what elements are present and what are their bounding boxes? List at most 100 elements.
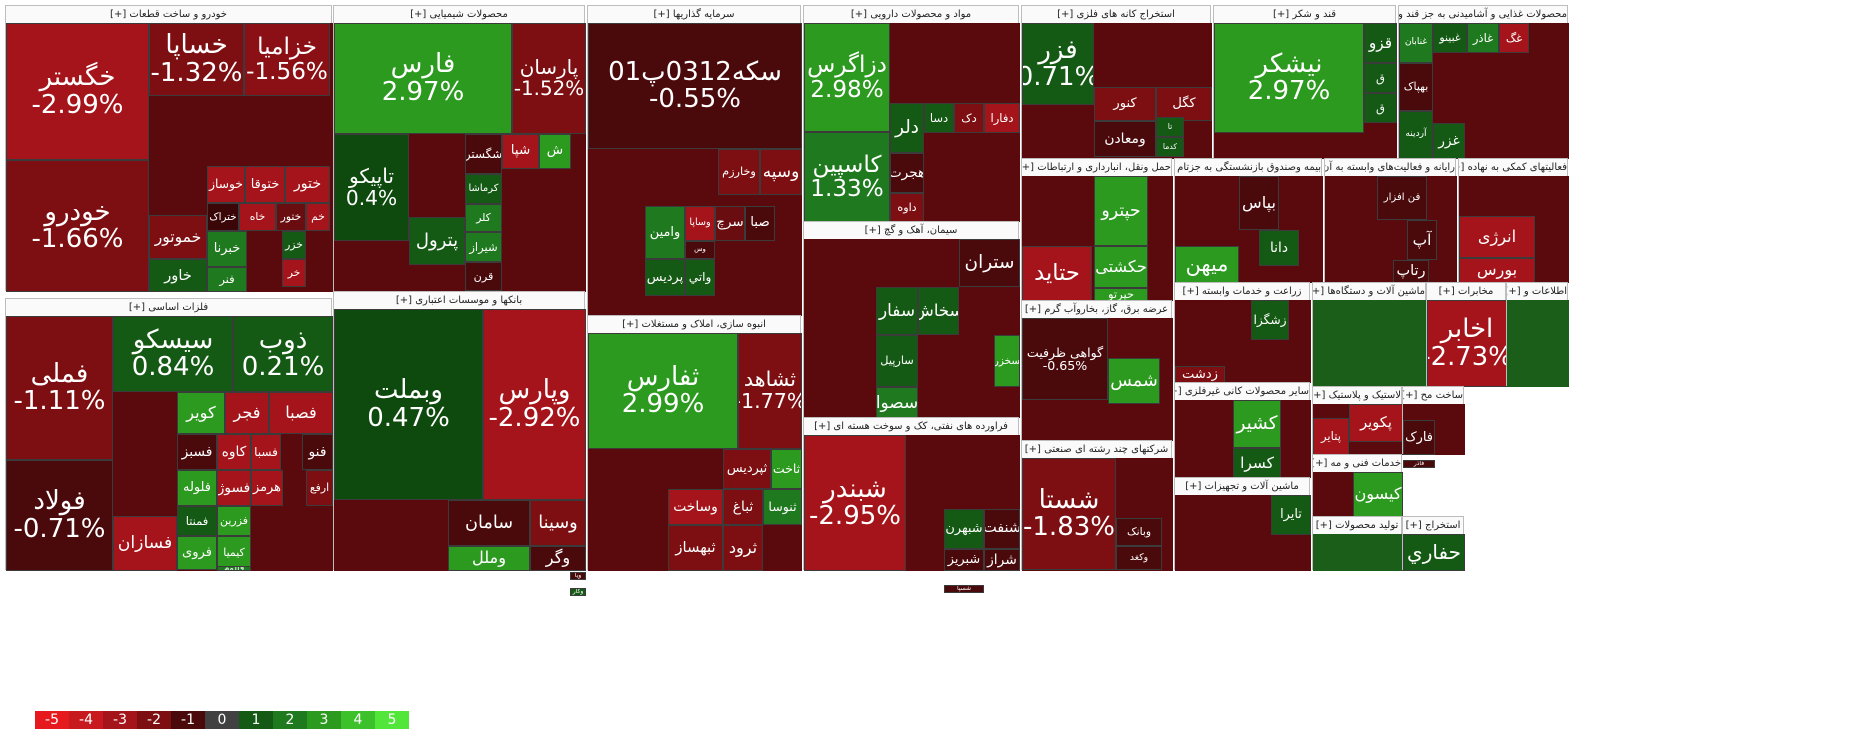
stock-tile[interactable]: ختور: [285, 166, 330, 203]
sector-title[interactable]: سایر محصولات کانی غیرفلزی [+]: [1175, 383, 1309, 401]
stock-tile[interactable]: سامان: [448, 500, 530, 546]
stock-tile[interactable]: شسپا: [944, 585, 984, 594]
stock-tile[interactable]: شمس: [1108, 358, 1160, 404]
stock-tile[interactable]: شبهرن: [944, 509, 984, 549]
stock-tile[interactable]: دزاگرس 2.98%: [804, 23, 890, 132]
sector-title[interactable]: تولید محصولات [+]: [1313, 517, 1401, 535]
stock-tile[interactable]: ومعادن: [1094, 121, 1156, 157]
stock-tile[interactable]: وملل: [448, 546, 530, 571]
stock-tile[interactable]: فن افزار: [1377, 176, 1427, 220]
stock-tile[interactable]: خبرنا: [207, 231, 247, 267]
stock-tile[interactable]: سخزر: [994, 335, 1020, 387]
sector-title[interactable]: لاستیک و پلاستیک [+]: [1313, 387, 1401, 405]
stock-tile[interactable]: فسازان: [113, 516, 177, 571]
stock-tile[interactable]: کلر: [465, 204, 502, 232]
stock-tile[interactable]: شپا: [502, 134, 539, 169]
stock-tile[interactable]: ویا: [570, 572, 586, 581]
stock-tile[interactable]: زدشت: [1175, 366, 1225, 383]
stock-tile[interactable]: میهن: [1175, 246, 1239, 283]
stock-tile[interactable]: سارپیل: [876, 335, 918, 387]
stock-tile[interactable]: کرماشا: [465, 174, 502, 204]
stock-tile[interactable]: فارس 2.97%: [334, 23, 512, 134]
stock-tile[interactable]: کیسون: [1353, 472, 1403, 517]
stock-tile[interactable]: وسپه: [760, 149, 802, 195]
sector-title[interactable]: شرکتهای چند رشته ای صنعتی [+]: [1022, 441, 1171, 459]
stock-tile[interactable]: سیسکو 0.84%: [113, 316, 233, 392]
stock-tile[interactable]: ذوب 0.21%: [233, 316, 333, 392]
stock-tile[interactable]: ختراک: [207, 203, 239, 231]
sector-title[interactable]: قند و شکر [+]: [1214, 6, 1395, 24]
sector-title[interactable]: عرضه برق، گاز، بخاروآب گرم [+]: [1022, 301, 1171, 319]
stock-tile[interactable]: گواهی ظرفیت -0.65%: [1022, 318, 1108, 400]
stock-tile[interactable]: آپ: [1407, 220, 1437, 260]
stock-tile[interactable]: دفارا: [984, 103, 1020, 133]
stock-tile[interactable]: سرچ: [715, 206, 745, 241]
stock-tile[interactable]: خموتور: [149, 215, 207, 259]
stock-tile[interactable]: غبینو: [1433, 23, 1467, 53]
stock-tile[interactable]: غاذر: [1467, 23, 1499, 53]
stock-tile[interactable]: داوه: [890, 193, 924, 222]
sector-title[interactable]: اطلاعات و [+]: [1507, 283, 1567, 301]
stock-tile[interactable]: شستا -1.83%: [1022, 458, 1116, 570]
sector-title[interactable]: بانکها و موسسات اعتباری [+]: [334, 292, 584, 310]
stock-tile[interactable]: کدما: [1156, 137, 1184, 157]
stock-tile[interactable]: سکه0312پ01 -0.55%: [588, 23, 802, 149]
stock-tile[interactable]: وبانک: [1116, 518, 1162, 546]
sector-title[interactable]: ماشین آلات و تجهیزات [+]: [1175, 478, 1309, 496]
sector-title[interactable]: استخراج کانه های فلزی [+]: [1022, 6, 1210, 24]
stock-tile[interactable]: فمنتا: [177, 506, 217, 536]
stock-tile[interactable]: وامین: [645, 206, 685, 259]
sector-title[interactable]: فراورده های نفتی، کک و سوخت هسته ای [+]: [804, 418, 1018, 436]
sector-title[interactable]: فلزات اساسی [+]: [6, 299, 331, 317]
stock-tile[interactable]: وساخت: [668, 489, 723, 525]
stock-tile[interactable]: کویر: [177, 392, 225, 434]
stock-tile[interactable]: سفار: [876, 287, 918, 335]
sector-title[interactable]: خدمات فنی و مه [+]: [1313, 455, 1401, 473]
stock-tile[interactable]: فاذر: [1403, 460, 1435, 469]
stock-tile[interactable]: انرژی: [1459, 216, 1535, 258]
stock-tile[interactable]: هرمز: [251, 470, 283, 506]
stock-tile[interactable]: بپاس: [1239, 176, 1279, 230]
stock-tile[interactable]: ش: [539, 134, 571, 169]
stock-tile[interactable]: دک: [954, 103, 984, 133]
stock-tile[interactable]: نیشکر 2.97%: [1214, 23, 1364, 133]
stock-tile[interactable]: ختوقا: [245, 166, 285, 203]
stock-tile[interactable]: پکویر: [1349, 404, 1403, 442]
stock-tile[interactable]: فلوله: [177, 470, 217, 506]
stock-tile[interactable]: خگستر -2.99%: [6, 23, 149, 160]
stock-tile[interactable]: شبندر -2.95%: [804, 435, 906, 571]
stock-tile[interactable]: قرن: [465, 262, 502, 291]
stock-tile[interactable]: اخابر-2.73%: [1427, 300, 1507, 387]
sector-title[interactable]: مخابرات [+]: [1427, 283, 1505, 301]
stock-tile[interactable]: فروی: [177, 536, 217, 570]
stock-tile[interactable]: تاپیکو 0.4%: [334, 134, 409, 241]
stock-tile[interactable]: سخاش: [918, 287, 959, 335]
stock-tile[interactable]: آردینه: [1399, 111, 1433, 159]
stock-tile[interactable]: دانا: [1259, 230, 1299, 266]
sector-title[interactable]: محصولات غذایی و آشامیدنی به جز قند و [+]: [1399, 6, 1567, 24]
stock-tile[interactable]: فسبز: [177, 434, 217, 470]
stock-tile[interactable]: کشیر: [1233, 400, 1281, 448]
stock-tile[interactable]: ثرود: [723, 525, 763, 571]
sector-title[interactable]: محصولات شیمیایی [+]: [334, 6, 584, 24]
stock-tile[interactable]: خوساز: [207, 166, 245, 203]
stock-tile[interactable]: ثفارس 2.99%: [588, 333, 738, 449]
stock-tile[interactable]: ارفع: [306, 470, 333, 506]
stock-tile[interactable]: ثنوسا: [763, 489, 802, 525]
sector-title[interactable]: ماشین آلات و دستگاه‌ها [+]: [1313, 283, 1425, 301]
sector-title[interactable]: فعالیتهای کمکی به نهاده [+]: [1459, 159, 1567, 177]
stock-tile[interactable]: پارسان -1.52%: [512, 23, 586, 134]
stock-tile[interactable]: زشگزا: [1251, 300, 1289, 340]
stock-tile[interactable]: شبریز: [944, 549, 984, 571]
stock-tile[interactable]: قزو: [1364, 23, 1397, 63]
stock-tile[interactable]: رتاپ: [1393, 260, 1429, 283]
stock-tile[interactable]: وکار: [570, 588, 586, 597]
sector-title[interactable]: ساخت مح [+]: [1403, 387, 1463, 405]
sector-title[interactable]: رایانه و فعالیت‌های وابسته به آن [+]: [1325, 159, 1455, 177]
stock-tile[interactable]: غگ: [1499, 23, 1529, 53]
sector-title[interactable]: سیمان، آهک و گچ [+]: [804, 222, 1018, 240]
stock-tile[interactable]: خاور: [149, 259, 207, 292]
stock-tile[interactable]: خم: [306, 203, 330, 231]
stock-tile[interactable]: فسبا: [251, 434, 281, 470]
stock-tile[interactable]: حپترو: [1094, 176, 1148, 246]
